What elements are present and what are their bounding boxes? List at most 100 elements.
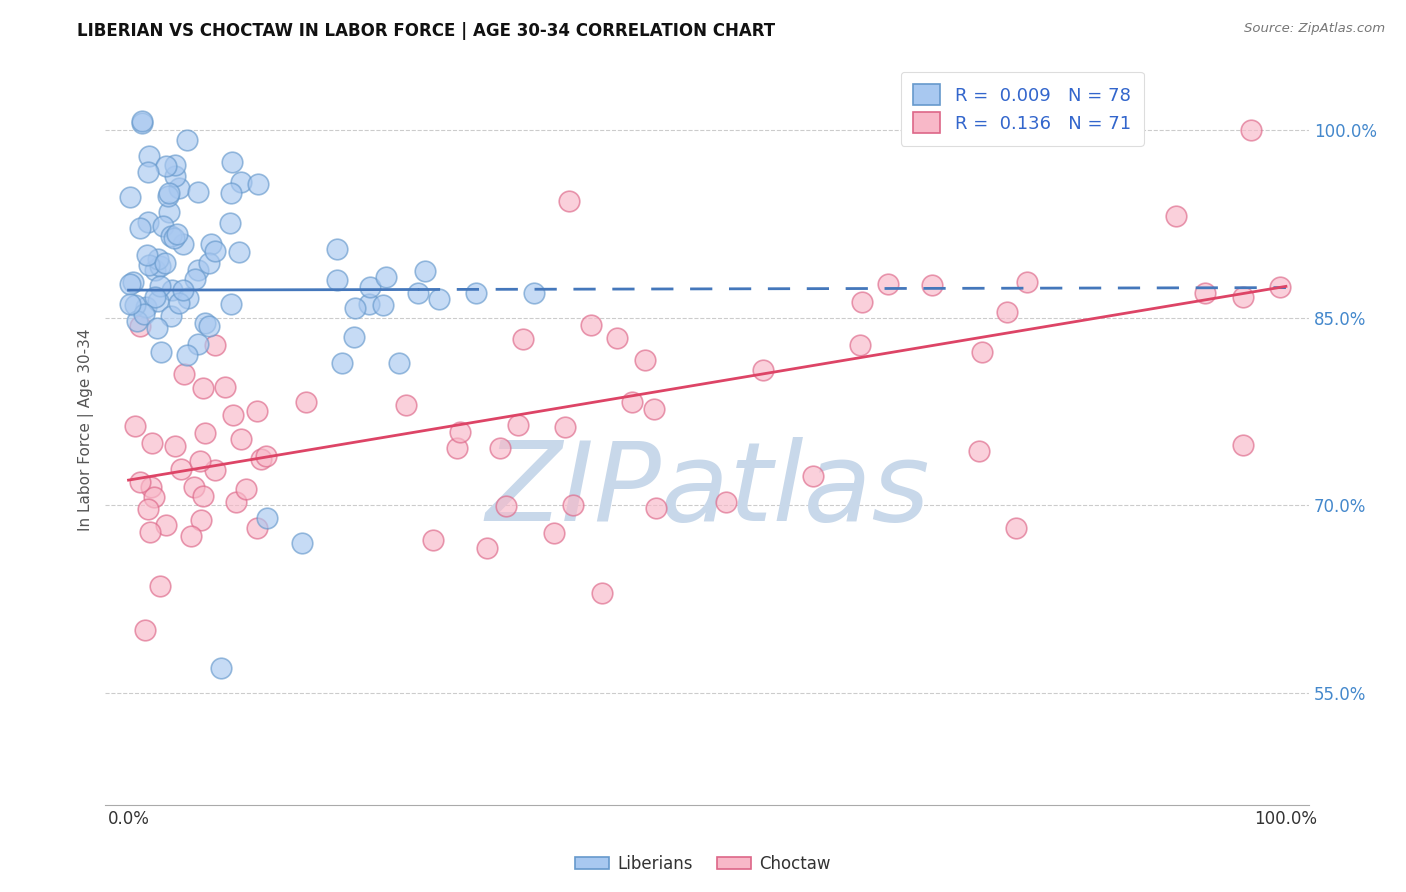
Point [155,256,177,270]
Point [591,586,613,600]
Point [118,277,141,292]
Point [188,454,211,468]
Point [972,345,994,359]
Point [160,309,183,323]
Point [204,463,226,477]
Point [157,189,180,203]
Point [135,248,157,262]
Y-axis label: In Labor Force | Age 30-34: In Labor Force | Age 30-34 [79,329,94,532]
Point [475,541,498,555]
Point [581,318,603,332]
Point [163,439,186,453]
Point [256,510,278,524]
Point [160,283,183,297]
Point [343,301,366,315]
Point [187,185,209,199]
Point [1240,123,1263,137]
Point [219,297,242,311]
Point [139,480,162,494]
Point [131,113,153,128]
Point [143,262,166,277]
Point [157,186,180,200]
Point [634,353,657,368]
Point [359,280,381,294]
Point [219,186,242,200]
Point [200,237,222,252]
Point [395,398,418,412]
Point [330,356,353,370]
Point [921,277,943,292]
Point [495,500,517,514]
Point [446,441,468,455]
Point [176,133,198,147]
Point [375,269,398,284]
Point [157,204,180,219]
Point [172,236,194,251]
Legend: Liberians, Choctaw: Liberians, Choctaw [568,848,838,880]
Point [152,219,174,234]
Point [167,295,190,310]
Point [291,535,314,549]
Point [848,338,870,352]
Point [183,481,205,495]
Point [167,181,190,195]
Point [643,401,665,416]
Point [247,177,270,191]
Point [851,294,873,309]
Point [422,533,444,548]
Point [714,495,737,509]
Point [1232,290,1254,304]
Text: LIBERIAN VS CHOCTAW IN LABOR FORCE | AGE 30-34 CORRELATION CHART: LIBERIAN VS CHOCTAW IN LABOR FORCE | AGE… [77,22,776,40]
Point [221,154,243,169]
Point [553,420,575,434]
Point [136,164,159,178]
Point [1015,275,1038,289]
Point [198,318,221,333]
Point [413,264,436,278]
Point [218,216,240,230]
Point [146,252,169,267]
Point [124,298,146,312]
Point [194,316,217,330]
Point [449,425,471,439]
Point [508,417,530,432]
Point [246,404,269,418]
Point [209,660,232,674]
Point [343,330,366,344]
Point [801,469,824,483]
Point [128,475,150,490]
Point [1270,280,1292,294]
Point [193,381,215,395]
Point [143,490,166,504]
Point [118,297,141,311]
Point [172,283,194,297]
Point [357,297,380,311]
Point [1194,285,1216,300]
Point [163,169,186,183]
Point [229,432,252,446]
Point [180,529,202,543]
Point [752,363,775,377]
Point [543,526,565,541]
Point [645,500,668,515]
Point [204,338,226,352]
Point [187,263,209,277]
Point [146,321,169,335]
Point [197,256,219,270]
Point [128,319,150,334]
Point [122,275,145,289]
Point [187,337,209,351]
Text: Source: ZipAtlas.com: Source: ZipAtlas.com [1244,22,1385,36]
Point [190,513,212,527]
Legend: R =  0.009   N = 78, R =  0.136   N = 71: R = 0.009 N = 78, R = 0.136 N = 71 [901,71,1143,146]
Point [134,623,156,637]
Point [194,426,217,441]
Point [149,260,172,274]
Point [512,332,534,346]
Point [163,158,186,172]
Point [523,285,546,300]
Point [138,502,160,516]
Point [135,301,157,315]
Point [149,345,172,359]
Point [183,272,205,286]
